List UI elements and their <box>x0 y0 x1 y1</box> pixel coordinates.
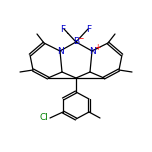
Text: B: B <box>73 38 79 47</box>
Text: N: N <box>89 47 95 55</box>
Text: F: F <box>60 24 66 33</box>
Text: +: + <box>94 43 100 52</box>
Text: F: F <box>86 24 92 33</box>
Text: N: N <box>57 47 63 55</box>
Text: .: . <box>66 24 70 36</box>
Text: −: − <box>77 35 83 43</box>
Text: Cl: Cl <box>39 114 48 123</box>
